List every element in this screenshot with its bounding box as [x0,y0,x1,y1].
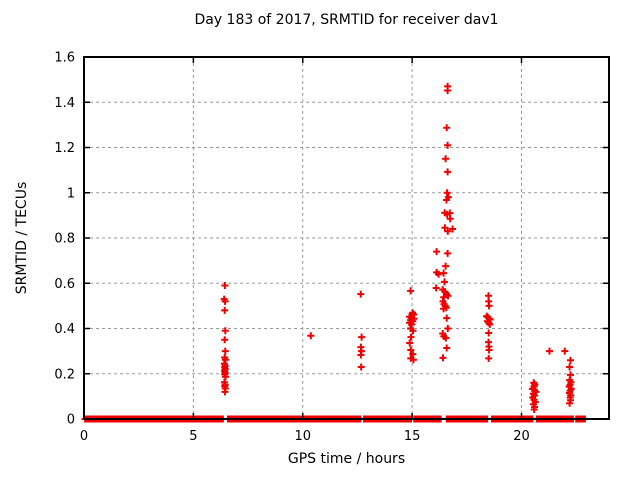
x-tick-label: 15 [404,429,421,444]
x-tick-label: 20 [513,429,530,444]
y-tick-label: 1 [67,186,75,201]
y-tick-label: 0 [67,413,75,428]
y-tick-label: 0.8 [54,232,75,247]
data-markers [81,82,589,423]
y-tick-label: 1.4 [54,96,75,111]
grid-lines [84,57,609,419]
x-axis-label: GPS time / hours [287,451,406,467]
y-tick-label: 0.2 [54,367,75,382]
y-tick-label: 0.4 [54,322,75,337]
y-tick-label: 1.6 [54,51,75,66]
y-tick-label: 0.6 [54,277,75,292]
x-tick-label: 0 [80,429,88,444]
y-axis-label: SRMTID / TECUs [14,181,30,295]
x-tick-label: 10 [294,429,311,444]
chart-title: Day 183 of 2017, SRMTID for receiver dav… [194,12,499,28]
x-tick-label: 5 [189,429,197,444]
y-tick-label: 1.2 [54,141,75,156]
plot-border [83,56,610,420]
